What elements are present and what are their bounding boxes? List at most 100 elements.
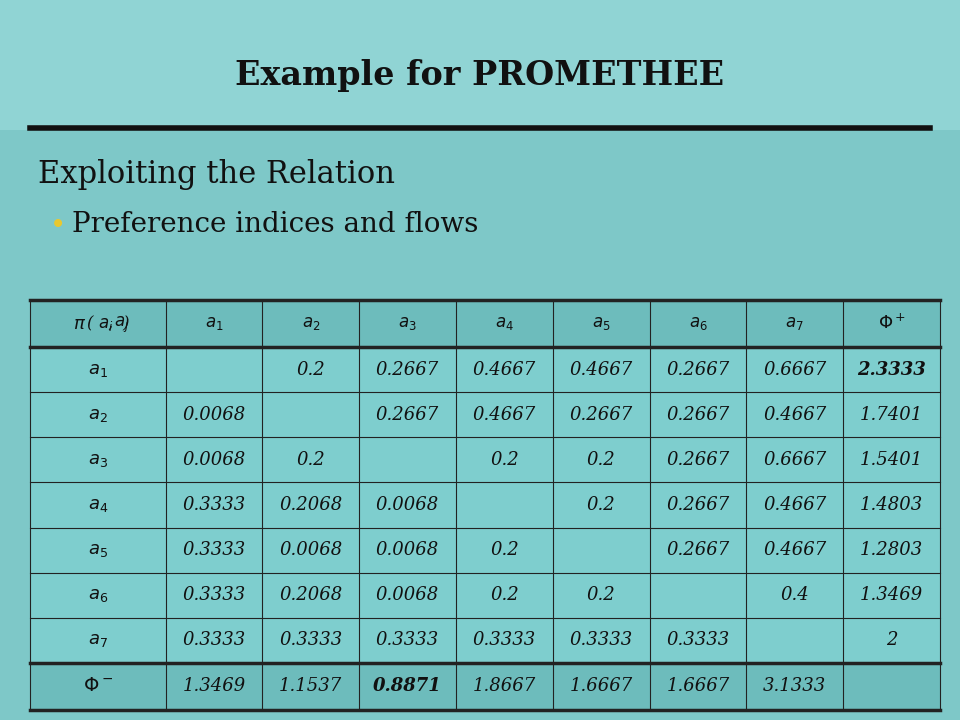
- Text: 0.3333: 0.3333: [666, 631, 730, 649]
- Bar: [262, 482, 359, 528]
- Text: 0.0068: 0.0068: [182, 406, 246, 424]
- Text: $a_j$: $a_j$: [114, 315, 130, 335]
- Text: 0.3333: 0.3333: [182, 586, 246, 604]
- Text: $a_4$: $a_4$: [87, 496, 108, 514]
- Text: Example for PROMETHEE: Example for PROMETHEE: [235, 58, 725, 91]
- Bar: [456, 618, 553, 663]
- Text: 0.2068: 0.2068: [279, 496, 343, 514]
- Text: 0.0068: 0.0068: [376, 586, 439, 604]
- Bar: [746, 618, 843, 663]
- Bar: [746, 482, 843, 528]
- Bar: [843, 392, 940, 437]
- Text: Exploiting the Relation: Exploiting the Relation: [38, 160, 395, 191]
- Text: 0.4667: 0.4667: [763, 496, 827, 514]
- Bar: [746, 392, 843, 437]
- Text: $a_3$: $a_3$: [398, 315, 417, 332]
- Bar: [359, 300, 456, 347]
- Bar: [746, 572, 843, 618]
- Text: 0.0068: 0.0068: [182, 451, 246, 469]
- Text: $a_5$: $a_5$: [592, 315, 611, 332]
- Text: 0.2667: 0.2667: [376, 406, 439, 424]
- Bar: [359, 572, 456, 618]
- Bar: [456, 392, 553, 437]
- Bar: [359, 528, 456, 572]
- Bar: [843, 572, 940, 618]
- Text: 3.1333: 3.1333: [763, 678, 827, 696]
- Bar: [165, 437, 262, 482]
- Bar: [553, 663, 650, 710]
- Text: 1.1537: 1.1537: [279, 678, 343, 696]
- Text: 0.4667: 0.4667: [763, 541, 827, 559]
- Bar: [843, 300, 940, 347]
- Bar: [359, 618, 456, 663]
- Bar: [843, 482, 940, 528]
- Text: 0.4667: 0.4667: [569, 361, 633, 379]
- Bar: [30, 300, 165, 347]
- Text: 1.2803: 1.2803: [860, 541, 924, 559]
- Bar: [262, 572, 359, 618]
- Text: $a_6$: $a_6$: [87, 586, 108, 604]
- Bar: [746, 437, 843, 482]
- Text: 0.2667: 0.2667: [666, 541, 730, 559]
- Bar: [553, 437, 650, 482]
- Text: 1.3469: 1.3469: [860, 586, 924, 604]
- Text: 0.2: 0.2: [297, 451, 325, 469]
- Bar: [456, 437, 553, 482]
- Text: 2.3333: 2.3333: [857, 361, 926, 379]
- Text: 0.2: 0.2: [490, 586, 518, 604]
- Bar: [650, 437, 746, 482]
- Text: 0.4667: 0.4667: [472, 361, 536, 379]
- Bar: [456, 572, 553, 618]
- Bar: [843, 528, 940, 572]
- Bar: [30, 392, 165, 437]
- Bar: [650, 300, 746, 347]
- Text: 0.6667: 0.6667: [763, 451, 827, 469]
- Bar: [30, 437, 165, 482]
- Text: $a_5$: $a_5$: [87, 541, 108, 559]
- Text: $a_3$: $a_3$: [87, 451, 108, 469]
- Bar: [262, 528, 359, 572]
- Bar: [30, 618, 165, 663]
- Bar: [746, 347, 843, 392]
- Text: 0.0068: 0.0068: [376, 496, 439, 514]
- Text: 0.2: 0.2: [490, 541, 518, 559]
- Bar: [650, 392, 746, 437]
- Bar: [650, 482, 746, 528]
- Bar: [165, 482, 262, 528]
- Text: $a_2$: $a_2$: [301, 315, 320, 332]
- Text: 0.2: 0.2: [490, 451, 518, 469]
- Text: Preference indices and flows: Preference indices and flows: [72, 212, 478, 238]
- Text: 0.2667: 0.2667: [666, 451, 730, 469]
- Text: 0.8871: 0.8871: [373, 678, 442, 696]
- Bar: [30, 482, 165, 528]
- Bar: [262, 347, 359, 392]
- Bar: [359, 482, 456, 528]
- Bar: [456, 528, 553, 572]
- Bar: [359, 347, 456, 392]
- Text: 1.6667: 1.6667: [569, 678, 633, 696]
- Text: 1.4803: 1.4803: [860, 496, 924, 514]
- Bar: [746, 528, 843, 572]
- Bar: [165, 663, 262, 710]
- Bar: [650, 528, 746, 572]
- Bar: [262, 300, 359, 347]
- Bar: [359, 663, 456, 710]
- Text: 0.3333: 0.3333: [569, 631, 633, 649]
- Text: 0.3333: 0.3333: [182, 631, 246, 649]
- Bar: [456, 663, 553, 710]
- Bar: [553, 347, 650, 392]
- Bar: [165, 572, 262, 618]
- Text: $a_2$: $a_2$: [88, 406, 108, 424]
- Text: 0.2667: 0.2667: [666, 496, 730, 514]
- Text: 0.3333: 0.3333: [182, 496, 246, 514]
- Bar: [553, 572, 650, 618]
- Text: 0.2: 0.2: [297, 361, 325, 379]
- Text: ): ): [123, 315, 129, 332]
- Text: 0.4667: 0.4667: [472, 406, 536, 424]
- Text: 1.8667: 1.8667: [472, 678, 536, 696]
- Bar: [30, 663, 165, 710]
- Text: 1.6667: 1.6667: [666, 678, 730, 696]
- Bar: [262, 663, 359, 710]
- Text: 0.3333: 0.3333: [472, 631, 536, 649]
- Bar: [165, 300, 262, 347]
